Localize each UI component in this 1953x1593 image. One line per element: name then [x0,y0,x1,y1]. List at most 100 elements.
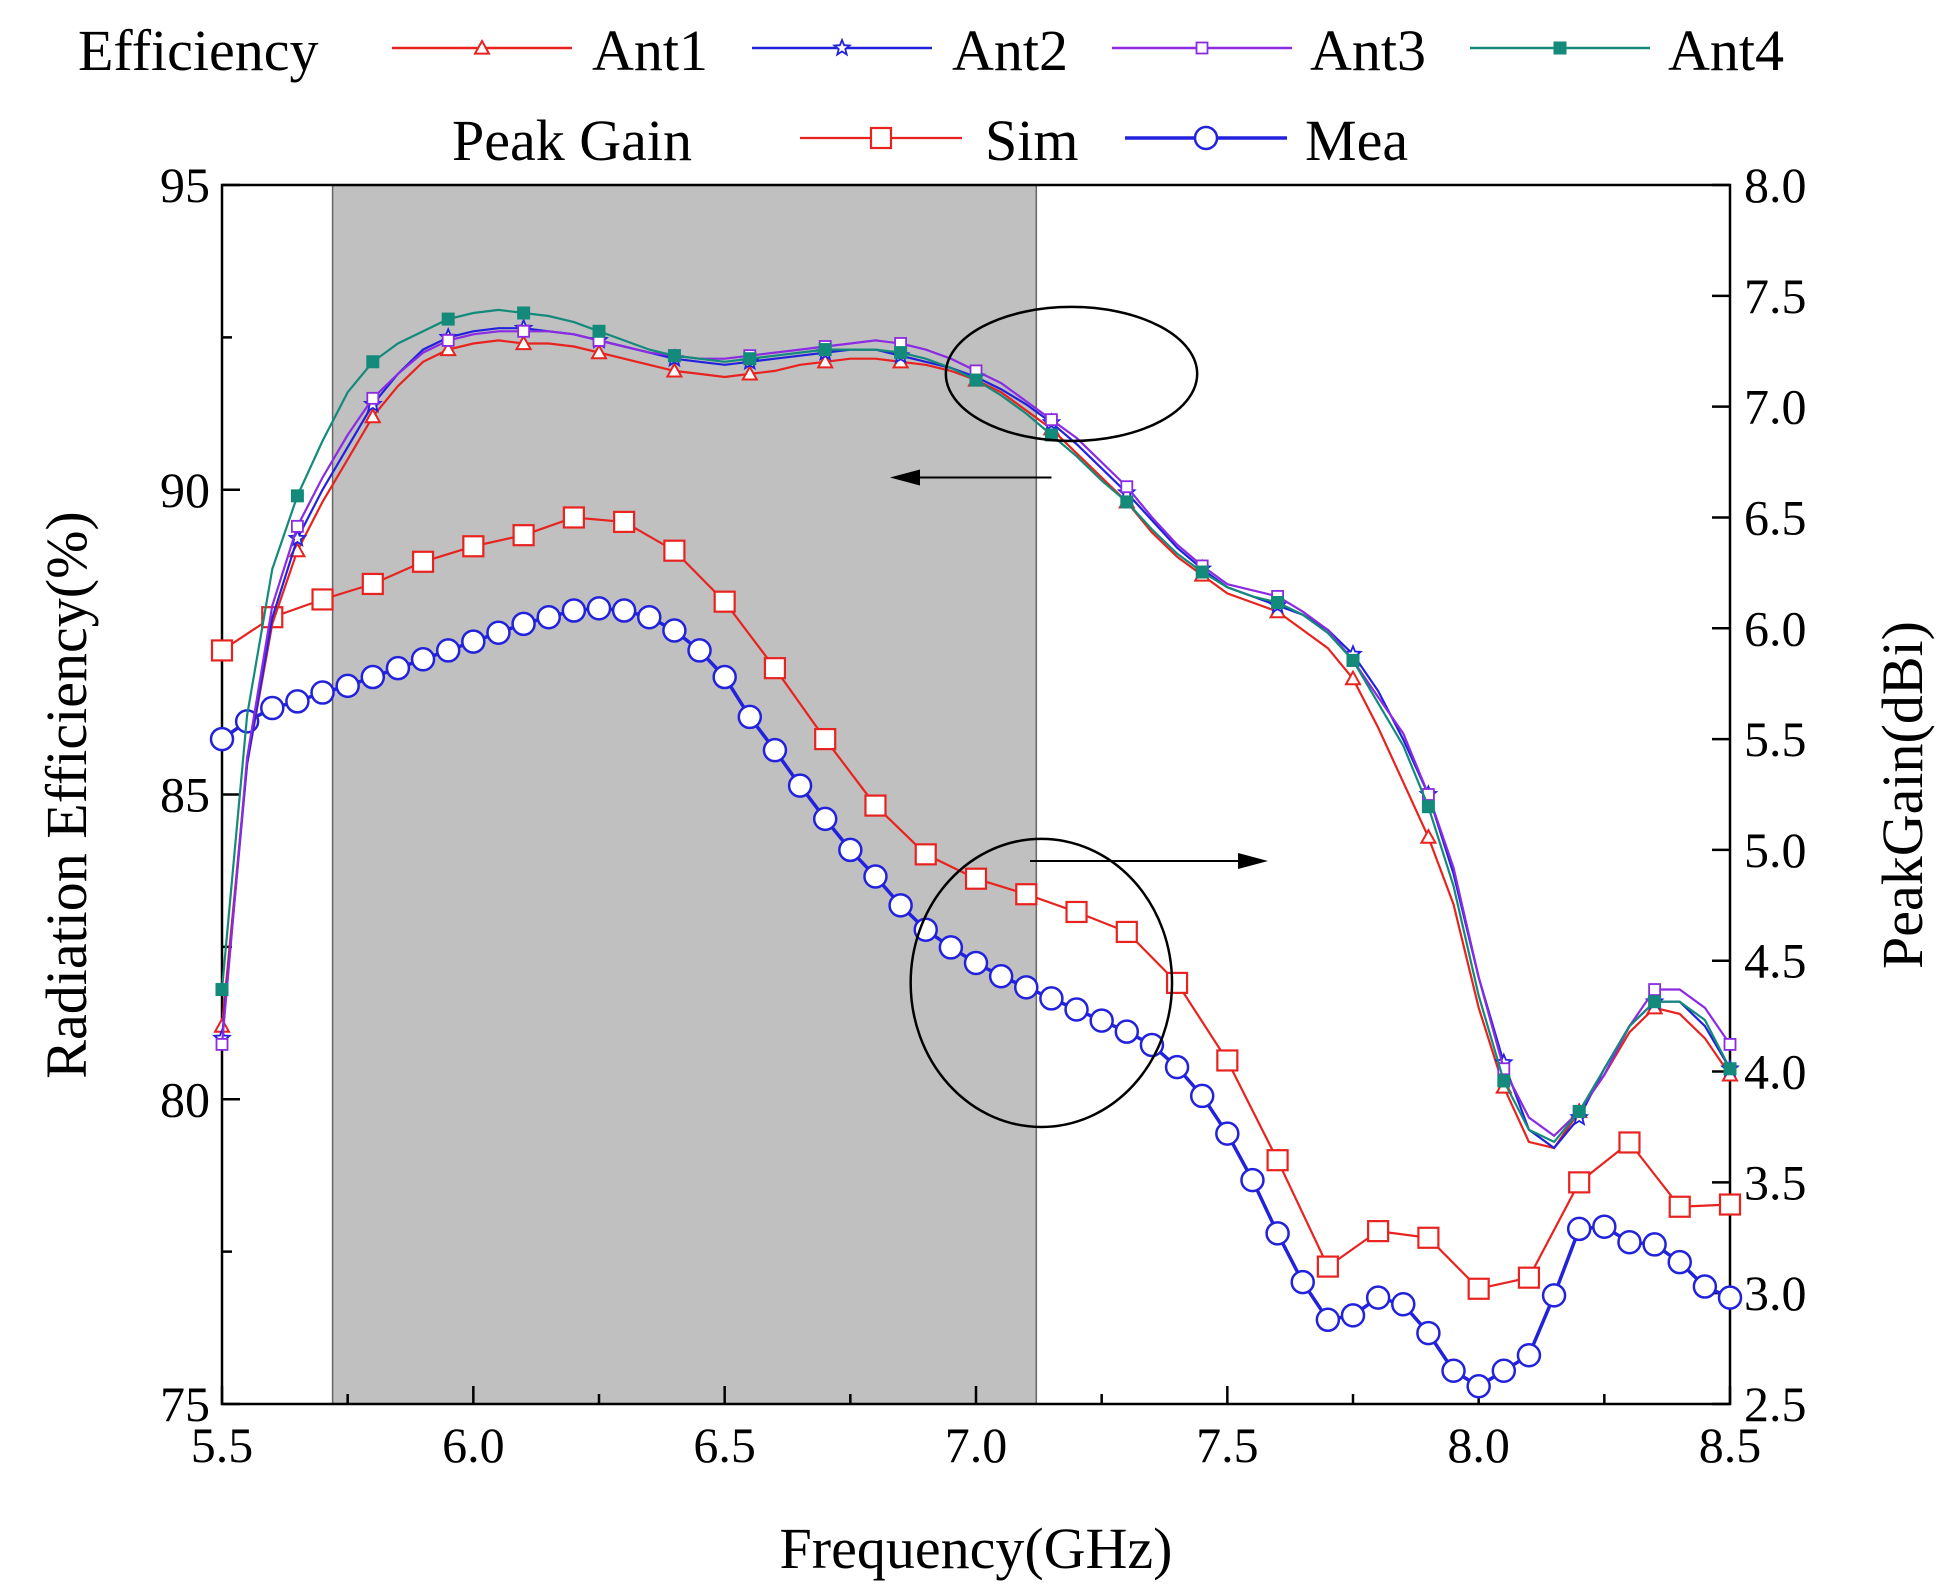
data-point [713,590,736,613]
efficiency-series-ant4 [215,306,1737,1144]
data-point [1240,1167,1265,1193]
data-point [290,519,304,533]
data-point [287,528,308,547]
y2-tick-label: 5.5 [1744,711,1807,767]
gain-series-sim [210,506,1742,1300]
data-point [335,673,360,699]
data-point [1541,1283,1567,1308]
data-point [1497,1062,1511,1076]
data-point [1517,1266,1541,1289]
data-point [1718,1193,1742,1216]
x-tick-label: 8.5 [1699,1417,1762,1473]
data-point [1271,596,1285,610]
y2-tick-label: 2.5 [1744,1376,1807,1432]
y2-tick-label: 7.0 [1744,379,1807,435]
data-point [310,680,335,705]
data-point [1668,1195,1691,1218]
data-point [1089,1008,1114,1033]
data-point [888,893,913,918]
data-point [863,864,888,889]
y-tick-label: 80 [160,1071,210,1127]
x-tick-label: 7.5 [1196,1417,1259,1473]
efficiency-series-ant1 [213,334,1739,1150]
data-point [210,639,234,662]
legend-item-ant4: Ant4 [1470,18,1784,83]
data-point [814,727,837,751]
data-point [1014,975,1039,1000]
data-point [1195,565,1209,579]
data-point [590,343,608,360]
data-point [938,935,964,960]
data-point [1216,1049,1239,1072]
data-point [1215,1121,1240,1146]
data-point [662,618,687,643]
data-point [1592,1214,1617,1239]
data-point [787,773,813,798]
data-point [361,572,384,596]
annotation-ellipse-gain [909,837,1174,1129]
x-tick-label: 5.5 [191,1417,254,1473]
y-tick-label: 75 [160,1376,210,1432]
x-tick-label: 6.5 [693,1417,756,1473]
x-tick-labels: 5.5 6.0 6.5 7.0 7.5 8.0 8.5 [191,1417,1762,1473]
data-point [1417,1226,1440,1249]
data-point [1045,413,1058,427]
data-point [1723,1037,1737,1051]
data-point [285,689,310,714]
legend-item-ant1: Ant1 [392,18,708,83]
y2-axis-title: PeakGain(dBi) [1870,621,1935,969]
data-point [687,638,712,663]
data-point [1617,1229,1642,1255]
data-point [561,598,587,623]
data-point [511,611,536,637]
data-point [1344,669,1362,686]
y2-tick-label: 6.0 [1744,600,1807,656]
data-point [1120,495,1134,509]
legend-marker [869,126,893,150]
legend-label: Sim [985,108,1079,173]
annotation-ellipse-efficiency [944,305,1199,443]
data-point [512,524,535,547]
data-point [562,506,585,529]
legend-marker [1553,41,1567,55]
y2-tick-label: 5.0 [1744,822,1807,878]
data-point [964,867,988,890]
data-point [364,407,382,424]
data-point [1568,1171,1591,1194]
data-point [1648,983,1661,996]
data-point [969,373,983,387]
data-point [1466,1374,1491,1399]
data-point [743,352,757,366]
data-point [741,364,759,381]
data-point [592,324,606,338]
data-point [311,588,334,611]
data-point [816,352,834,369]
legend-item-mea: Mea [1125,108,1408,173]
data-point [1491,1358,1517,1384]
data-point [1290,1269,1315,1295]
data-point [637,604,662,630]
y2-tick-label: 7.5 [1744,268,1807,324]
data-point [667,349,681,363]
data-point [1497,1074,1511,1088]
x-axis-title: Frequency(GHz) [780,1516,1173,1581]
x-tick-label: 6.0 [442,1417,505,1473]
data-point [1316,1255,1339,1278]
x-tick-label: 7.0 [945,1417,1008,1473]
legend-label: Ant4 [1668,18,1784,83]
data-point [1064,997,1089,1022]
data-point [1367,1220,1390,1243]
data-point [1065,900,1088,924]
data-point [514,334,533,351]
data-point [1340,1303,1366,1328]
data-point [536,604,561,630]
data-point [1189,1083,1215,1109]
legend-label: Ant2 [952,18,1068,83]
data-point [763,657,787,680]
data-point [1566,1216,1592,1242]
data-point [1114,1019,1140,1044]
data-point [1265,1221,1290,1246]
data-point [410,647,436,672]
data-point [411,550,435,573]
